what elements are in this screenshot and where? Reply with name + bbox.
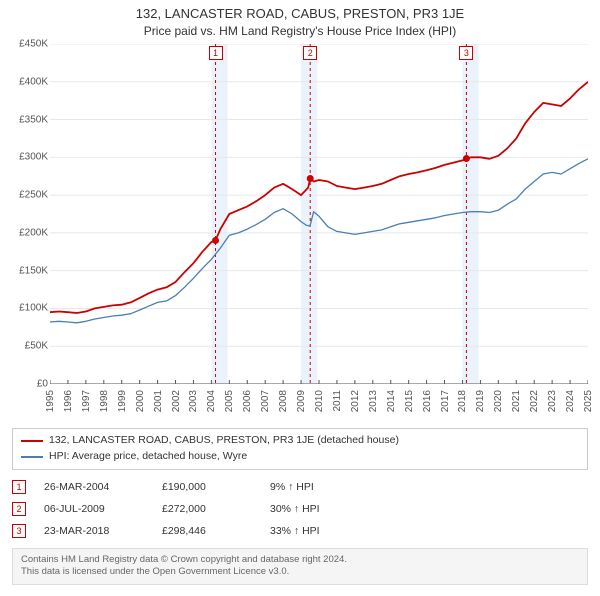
event-hpi-diff: 9% ↑ HPI (270, 481, 360, 493)
legend-swatch (21, 440, 43, 442)
sale-events-table: 1 26-MAR-2004 £190,000 9% ↑ HPI 2 06-JUL-2009… (12, 476, 588, 542)
x-axis-tick-label: 2022 (529, 390, 540, 412)
chart-area: £0£50K£100K£150K£200K£250K£300K£350K£400… (40, 44, 600, 424)
event-marker-1: 1 (209, 46, 223, 60)
y-axis-tick-label: £100K (19, 303, 48, 314)
event-marker-icon: 2 (12, 502, 26, 516)
y-axis-tick-label: £150K (19, 265, 48, 276)
event-hpi-diff: 30% ↑ HPI (270, 503, 360, 515)
x-axis-tick-label: 2012 (350, 390, 361, 412)
x-axis-tick-label: 2002 (171, 390, 182, 412)
event-marker-3: 3 (459, 46, 473, 60)
x-axis-tick-label: 1995 (45, 390, 56, 412)
x-axis-tick-label: 2019 (475, 390, 486, 412)
x-axis-tick-label: 2023 (547, 390, 558, 412)
event-price: £298,446 (162, 525, 252, 537)
event-hpi-diff: 33% ↑ HPI (270, 525, 360, 537)
x-axis-tick-label: 2013 (368, 390, 379, 412)
legend-item: 132, LANCASTER ROAD, CABUS, PRESTON, PR3… (21, 433, 579, 449)
footer-line: This data is licensed under the Open Gov… (21, 566, 579, 579)
x-axis-tick-label: 2024 (565, 390, 576, 412)
x-axis-tick-label: 2003 (188, 390, 199, 412)
event-date: 23-MAR-2018 (44, 525, 144, 537)
y-axis-tick-label: £450K (19, 39, 48, 50)
x-axis-tick-label: 1996 (63, 390, 74, 412)
x-axis-tick-label: 2011 (332, 390, 343, 412)
x-axis-tick-label: 1999 (117, 390, 128, 412)
x-axis-tick-label: 2008 (278, 390, 289, 412)
x-axis-tick-label: 1998 (99, 390, 110, 412)
x-axis-tick-label: 2009 (296, 390, 307, 412)
legend-label: HPI: Average price, detached house, Wyre (49, 449, 247, 465)
x-axis-tick-label: 2000 (135, 390, 146, 412)
y-axis-tick-label: £50K (25, 341, 48, 352)
x-axis-tick-label: 2025 (583, 390, 594, 412)
legend-item: HPI: Average price, detached house, Wyre (21, 449, 579, 465)
legend-swatch (21, 456, 43, 458)
legend: 132, LANCASTER ROAD, CABUS, PRESTON, PR3… (12, 428, 588, 470)
event-date: 26-MAR-2004 (44, 481, 144, 493)
x-axis-tick-label: 2005 (224, 390, 235, 412)
x-axis-tick-label: 2017 (440, 390, 451, 412)
sale-event-row: 2 06-JUL-2009 £272,000 30% ↑ HPI (12, 498, 588, 520)
x-axis-tick-label: 2001 (153, 390, 164, 412)
x-axis-tick-label: 2006 (242, 390, 253, 412)
event-marker-icon: 1 (12, 480, 26, 494)
x-axis-tick-label: 1997 (81, 390, 92, 412)
y-axis-tick-label: £350K (19, 114, 48, 125)
x-axis-tick-label: 2014 (386, 390, 397, 412)
y-axis-tick-label: £400K (19, 76, 48, 87)
chart-subtitle: Price paid vs. HM Land Registry's House … (0, 24, 600, 38)
y-axis-tick-label: £0 (37, 379, 48, 390)
sale-event-row: 3 23-MAR-2018 £298,446 33% ↑ HPI (12, 520, 588, 542)
event-price: £190,000 (162, 481, 252, 493)
event-marker-icon: 3 (12, 524, 26, 538)
event-price: £272,000 (162, 503, 252, 515)
event-marker-2: 2 (303, 46, 317, 60)
event-date: 06-JUL-2009 (44, 503, 144, 515)
footer-line: Contains HM Land Registry data © Crown c… (21, 554, 579, 567)
x-axis-tick-label: 2016 (422, 390, 433, 412)
legend-label: 132, LANCASTER ROAD, CABUS, PRESTON, PR3… (49, 433, 399, 449)
chart-title: 132, LANCASTER ROAD, CABUS, PRESTON, PR3… (0, 6, 600, 21)
x-axis-tick-label: 2015 (404, 390, 415, 412)
y-axis-tick-label: £200K (19, 227, 48, 238)
y-axis-tick-label: £300K (19, 152, 48, 163)
x-axis-tick-label: 2010 (314, 390, 325, 412)
x-axis-tick-label: 2018 (457, 390, 468, 412)
sale-event-row: 1 26-MAR-2004 £190,000 9% ↑ HPI (12, 476, 588, 498)
plot-area (50, 44, 588, 384)
y-axis-tick-label: £250K (19, 190, 48, 201)
x-axis-tick-label: 2004 (206, 390, 217, 412)
x-axis-tick-label: 2020 (493, 390, 504, 412)
attribution-footer: Contains HM Land Registry data © Crown c… (12, 548, 588, 586)
x-axis-tick-label: 2021 (511, 390, 522, 412)
x-axis-tick-label: 2007 (260, 390, 271, 412)
